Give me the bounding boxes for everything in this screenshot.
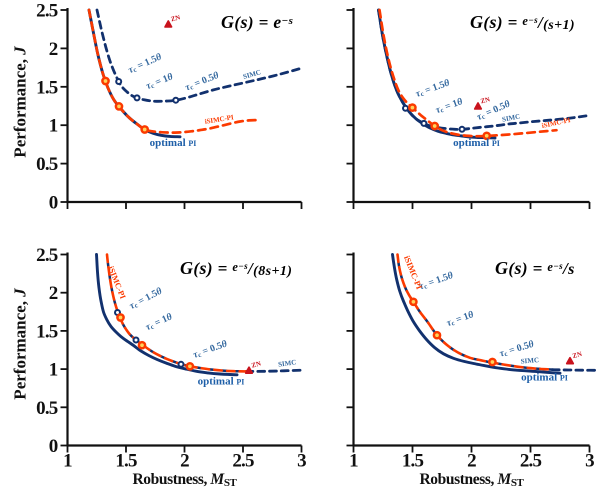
svg-text:1: 1 <box>49 116 58 137</box>
svg-text:1: 1 <box>49 360 58 381</box>
svg-text:optimal PI: optimal PI <box>150 137 197 149</box>
svg-text:G(s) = e−s/(8s+1): G(s) = e−s/(8s+1) <box>180 258 292 279</box>
svg-text:2: 2 <box>49 39 58 60</box>
svg-text:2: 2 <box>180 451 189 472</box>
svg-text:G(s) = e−s/s: G(s) = e−s/s <box>495 258 575 278</box>
svg-text:SIMC: SIMC <box>501 112 520 123</box>
svg-text:ZN: ZN <box>480 96 491 105</box>
svg-text:1.5: 1.5 <box>115 451 137 472</box>
svg-text:0.5: 0.5 <box>36 154 58 175</box>
svg-text:iSIMC-PI: iSIMC-PI <box>204 114 234 126</box>
svg-text:3: 3 <box>297 451 306 472</box>
svg-text:SIMC: SIMC <box>278 358 297 368</box>
svg-text:3: 3 <box>585 451 594 472</box>
svg-text:Performance, J: Performance, J <box>11 288 30 400</box>
svg-text:ZN: ZN <box>572 351 583 360</box>
svg-text:1.5: 1.5 <box>36 77 58 98</box>
svg-text:0: 0 <box>49 436 58 457</box>
svg-text:2: 2 <box>49 283 58 304</box>
svg-text:1.5: 1.5 <box>402 451 424 472</box>
svg-text:SIMC: SIMC <box>520 356 539 366</box>
svg-text:G(s) = e−s: G(s) = e−s <box>221 12 293 32</box>
svg-text:0.5: 0.5 <box>36 398 58 419</box>
svg-text:1: 1 <box>63 451 72 472</box>
svg-text:Performance, J: Performance, J <box>11 46 30 158</box>
svg-text:2.5: 2.5 <box>36 1 58 22</box>
svg-text:1: 1 <box>349 451 358 472</box>
svg-text:ZN: ZN <box>170 14 181 23</box>
svg-text:ZN: ZN <box>251 360 262 369</box>
svg-text:2.5: 2.5 <box>520 451 542 472</box>
svg-text:optimal PI: optimal PI <box>521 372 568 384</box>
svg-text:optimal PI: optimal PI <box>198 376 245 388</box>
svg-text:Robustness, MST: Robustness, MST <box>133 471 238 489</box>
svg-text:2.5: 2.5 <box>232 451 254 472</box>
svg-text:G(s) = e−s/(s+1): G(s) = e−s/(s+1) <box>470 12 575 33</box>
svg-text:0: 0 <box>49 193 58 214</box>
svg-text:optimal PI: optimal PI <box>453 137 500 149</box>
svg-text:Robustness, MST: Robustness, MST <box>420 471 525 489</box>
svg-text:1.5: 1.5 <box>36 321 58 342</box>
svg-text:2.5: 2.5 <box>36 245 58 266</box>
svg-text:2: 2 <box>467 451 476 472</box>
